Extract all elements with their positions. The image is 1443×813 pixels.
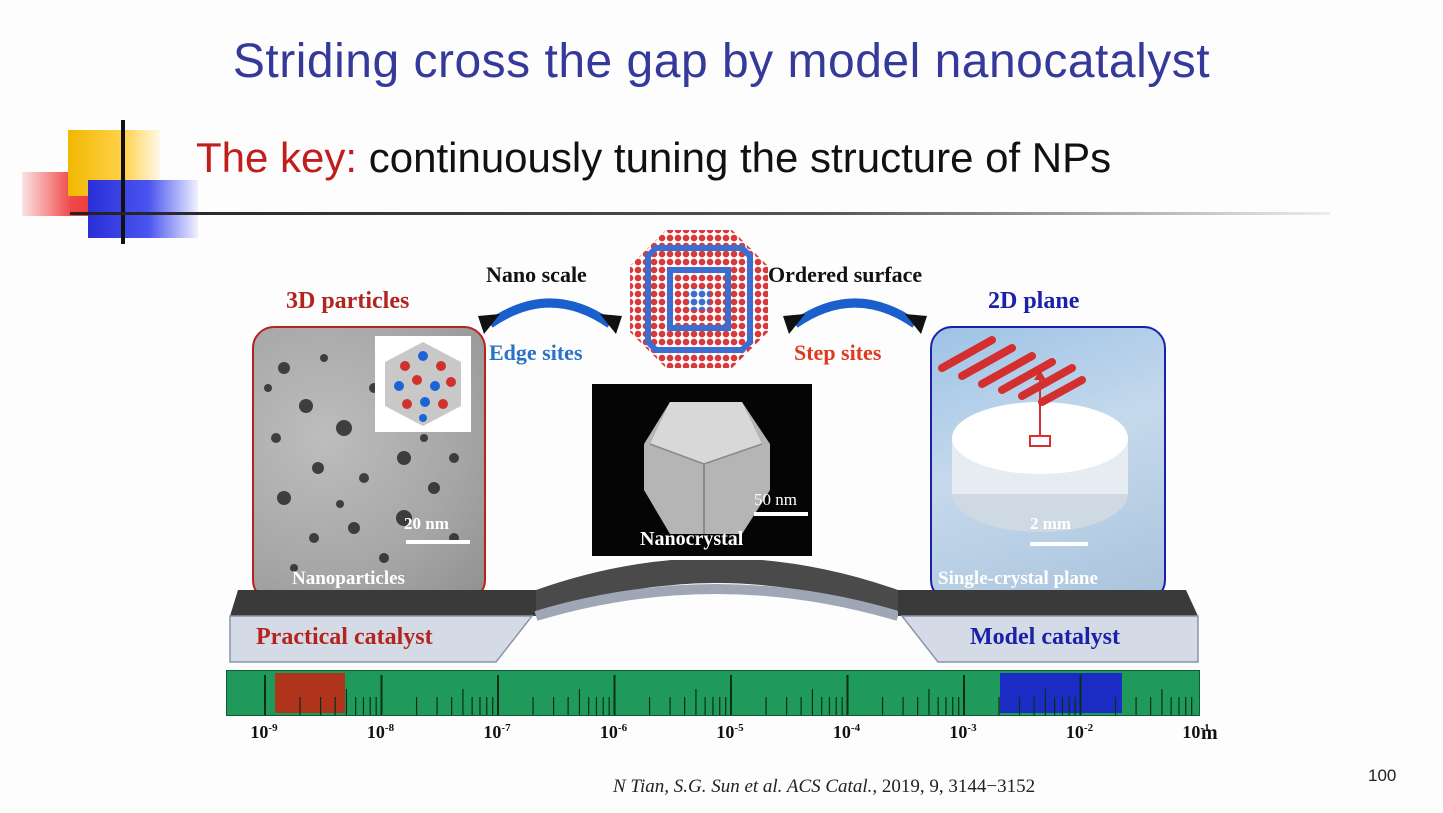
- step-sites-label: Step sites: [794, 340, 882, 365]
- right-scale-bar: [1030, 542, 1088, 546]
- right-curved-arrows: [783, 298, 927, 334]
- subtitle-key: The key:: [196, 134, 358, 181]
- citation: N Tian, S.G. Sun et al. ACS Catal., 2019…: [613, 776, 1035, 798]
- model-range-highlight: [1000, 673, 1122, 713]
- citation-details: 2019, 9, 3144−3152: [877, 776, 1036, 797]
- decorative-blue-block: [88, 180, 198, 238]
- scale-label: 10-6: [599, 722, 628, 742]
- right-heading: 2D plane: [988, 288, 1080, 314]
- left-scale-bar-label: 20 nm: [404, 514, 449, 533]
- single-crystal-panel: 2 mm Single-crystal plane: [930, 326, 1166, 602]
- nanocrystal-panel: 50 nm Nanocrystal: [592, 384, 812, 556]
- left-heading: 3D particles: [286, 288, 410, 314]
- left-scale-bar: [406, 540, 470, 544]
- right-caption: Single-crystal plane: [938, 568, 1098, 589]
- citation-journal: ACS Catal.,: [786, 776, 878, 797]
- nano-scale-label: Nano scale: [486, 262, 587, 287]
- scale-bar-ticks: [264, 675, 1193, 715]
- left-curved-arrows: [478, 298, 622, 334]
- nanoparticle-model-inset: [375, 336, 471, 432]
- scale-label: 10-1: [1182, 722, 1210, 742]
- practical-range-highlight: [275, 673, 345, 713]
- scale-label: 10-4: [832, 722, 861, 742]
- center-scale-bar-label: 50 nm: [754, 490, 797, 509]
- scale-label: 10-5: [716, 722, 744, 742]
- slide-subtitle: The key: continuously tuning the structu…: [196, 134, 1111, 182]
- axis-unit: m: [1201, 722, 1218, 744]
- tem-particles-image: [264, 354, 459, 572]
- model-catalyst-label: Model catalyst: [970, 624, 1120, 650]
- nanocrystal-atomic-model: [630, 230, 768, 368]
- nanoparticles-panel: 20 nm Nanoparticles: [252, 326, 486, 602]
- practical-catalyst-label: Practical catalyst: [256, 624, 433, 650]
- bridge-platform: [229, 560, 1199, 663]
- scale-label: 10-9: [250, 722, 278, 742]
- left-caption: Nanoparticles: [292, 568, 405, 589]
- subtitle-rest: continuously tuning the structure of NPs: [357, 134, 1112, 181]
- length-scale-bar: [226, 670, 1200, 716]
- center-caption: Nanocrystal: [640, 528, 744, 550]
- center-scale-bar: [754, 512, 808, 516]
- scale-label: 10-2: [1065, 722, 1094, 742]
- scale-label: 10-7: [483, 722, 511, 742]
- edge-sites-label: Edge sites: [489, 340, 583, 365]
- decorative-vertical-line: [121, 120, 125, 244]
- scale-label: 10-3: [949, 722, 977, 742]
- page-number: 100: [1368, 766, 1397, 785]
- slide-title: Striding cross the gap by model nanocata…: [232, 35, 1211, 88]
- right-scale-bar-label: 2 mm: [1030, 514, 1072, 533]
- single-crystal-image: [938, 336, 1128, 532]
- ordered-surface-label: Ordered surface: [768, 262, 923, 287]
- scale-label: 10-8: [366, 722, 395, 742]
- citation-authors: N Tian, S.G. Sun et al.: [613, 776, 787, 797]
- nanocrystal-image: [644, 402, 770, 534]
- title-divider-line: [70, 212, 1330, 215]
